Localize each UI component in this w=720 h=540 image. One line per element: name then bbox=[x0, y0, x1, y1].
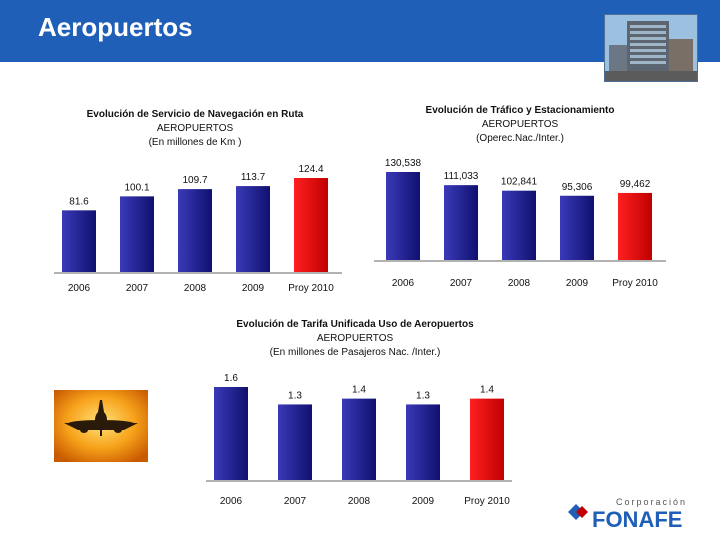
chart2-title-block: Evolución de Tráfico y Estacionamiento A… bbox=[395, 104, 645, 146]
chart3-subtitle: AEROPUERTOS bbox=[316, 333, 394, 344]
chart3-plot: 1.6 2006 1.3 2007 1.4 2008 1.3 2009 1.4 Proy 2010 bbox=[206, 373, 512, 507]
chart1-bar-2007 bbox=[120, 196, 154, 272]
chart3-bar-2009 bbox=[406, 404, 440, 480]
chart3-data-label: 1.3 bbox=[416, 390, 430, 401]
chart3-bar-proy-2010 bbox=[470, 398, 504, 480]
chart1-tick-label: 2006 bbox=[68, 283, 91, 294]
building-photo bbox=[604, 14, 698, 82]
chart3-data-label: 1.6 bbox=[224, 373, 238, 384]
chart3-title-block: Evolución de Tarifa Unificada Uso de Aer… bbox=[200, 318, 510, 360]
page-title: Aeropuertos bbox=[38, 12, 193, 42]
svg-text:Corporación: Corporación bbox=[616, 497, 687, 507]
chart2-plot: 130,538 2006 111,033 2007 102,841 2008 95,306 2… bbox=[374, 158, 666, 289]
chart1-subtitle: AEROPUERTOS bbox=[156, 123, 234, 134]
chart2-data-label: 99,462 bbox=[620, 179, 651, 190]
chart2-data-label: 102,841 bbox=[501, 177, 538, 188]
chart1-tick-label: Proy 2010 bbox=[288, 283, 334, 294]
chart1-data-label: 113.7 bbox=[241, 172, 266, 183]
chart3-bar-2008 bbox=[342, 398, 376, 480]
header-bar: Aeropuertos bbox=[0, 0, 720, 62]
chart2-tick-label: 2008 bbox=[508, 278, 531, 289]
chart3-title: Evolución de Tarifa Unificada Uso de Aer… bbox=[236, 319, 474, 330]
fonafe-logo: Corporación FONAFE bbox=[566, 494, 716, 532]
chart2-bar-2007 bbox=[444, 185, 478, 260]
chart1-tick-label: 2008 bbox=[184, 283, 207, 294]
chart3-data-label: 1.3 bbox=[288, 390, 302, 401]
chart2-bar-2009 bbox=[560, 195, 594, 260]
chart1-bar-2006 bbox=[62, 210, 96, 272]
chart1-data-label: 109.7 bbox=[182, 175, 207, 186]
chart2-title: Evolución de Tráfico y Estacionamiento bbox=[425, 105, 615, 116]
chart3-data-label: 1.4 bbox=[352, 385, 366, 396]
chart2-tick-label: 2009 bbox=[566, 278, 589, 289]
chart1-bar-2008 bbox=[178, 189, 212, 272]
chart3-data-label: 1.4 bbox=[480, 385, 494, 396]
chart1-tick-label: 2007 bbox=[126, 283, 149, 294]
chart2-tick-label: Proy 2010 bbox=[612, 278, 658, 289]
chart3-tick-label: 2009 bbox=[412, 496, 435, 507]
chart1-title: Evolución de Servicio de Navegación en R… bbox=[86, 109, 304, 120]
chart3-bar-2006 bbox=[214, 387, 248, 480]
chart3-tick-label: 2006 bbox=[220, 496, 243, 507]
chart1-plot: 81.6 2006 100.1 2007 109.7 2008 113.7 2009 124.4… bbox=[54, 164, 342, 294]
chart2-subtitle: AEROPUERTOS bbox=[481, 119, 559, 130]
chart2-data-label: 130,538 bbox=[385, 158, 422, 169]
chart2-bar-proy-2010 bbox=[618, 192, 652, 260]
airplane-image bbox=[54, 390, 148, 462]
chart1-unit-note: (En millones de Km ) bbox=[148, 137, 242, 148]
chart3-tick-label: 2007 bbox=[284, 496, 307, 507]
chart1-title-block: Evolución de Servicio de Navegación en R… bbox=[70, 108, 320, 150]
chart1-bar-2009 bbox=[236, 186, 270, 272]
chart1-tick-label: 2009 bbox=[242, 283, 265, 294]
chart3-bar-2007 bbox=[278, 404, 312, 480]
chart2-tick-label: 2007 bbox=[450, 278, 473, 289]
chart3-unit-note: (En millones de Pasajeros Nac. /Inter.) bbox=[269, 347, 441, 358]
chart2-data-label: 95,306 bbox=[562, 182, 593, 193]
chart1-data-label: 81.6 bbox=[69, 196, 89, 207]
chart3-tick-label: 2008 bbox=[348, 496, 371, 507]
chart1-bar-proy-2010 bbox=[294, 178, 328, 272]
chart1-data-label: 100.1 bbox=[124, 182, 149, 193]
chart2-bar-2006 bbox=[386, 172, 420, 260]
chart2-data-label: 111,033 bbox=[444, 171, 479, 182]
chart2-unit-note: (Operec.Nac./Inter.) bbox=[476, 133, 564, 144]
chart2-bar-2008 bbox=[502, 190, 536, 260]
svg-text:FONAFE: FONAFE bbox=[592, 507, 682, 530]
chart3-tick-label: Proy 2010 bbox=[464, 496, 510, 507]
chart1-data-label: 124.4 bbox=[298, 164, 323, 175]
chart2-tick-label: 2006 bbox=[392, 278, 415, 289]
